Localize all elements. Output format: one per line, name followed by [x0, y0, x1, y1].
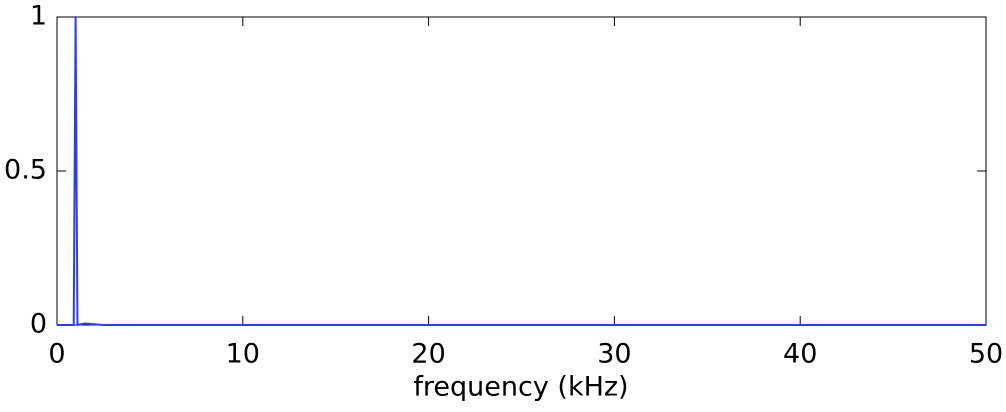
- x-tick-label: 10: [226, 339, 260, 370]
- x-tick-label: 50: [969, 339, 1003, 370]
- line-series: [57, 16, 986, 326]
- y-tick-label: 0: [30, 309, 47, 340]
- x-axis-label: frequency (kHz): [413, 372, 628, 403]
- x-tick-label: 20: [411, 339, 445, 370]
- x-tick-label: 0: [48, 339, 65, 370]
- x-tick-label: 40: [783, 339, 817, 370]
- plot-frame: [56, 16, 987, 326]
- y-tick-label: 1: [30, 1, 47, 32]
- x-tick-label: 30: [597, 339, 631, 370]
- y-tick-label: 0.5: [4, 155, 47, 186]
